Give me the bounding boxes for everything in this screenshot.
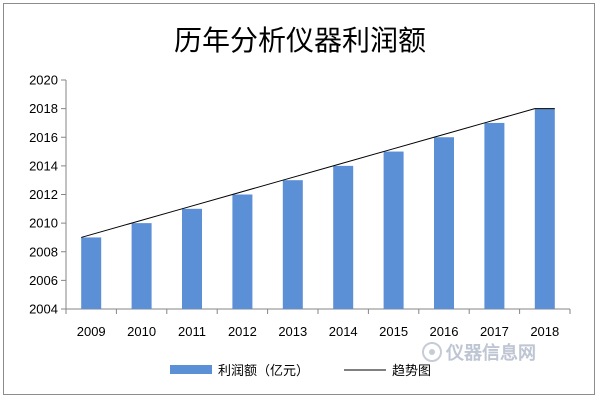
bar [434, 137, 454, 309]
instrument-logo-icon [422, 342, 442, 362]
bar [131, 223, 152, 309]
bar [333, 165, 354, 309]
x-tick-label: 2010 [127, 324, 156, 339]
bar [81, 237, 102, 309]
y-tick-label: 2012 [29, 187, 58, 202]
bar [534, 108, 555, 309]
bar [484, 122, 505, 309]
x-tick-label: 2014 [329, 324, 358, 339]
x-tick-label: 2015 [379, 324, 408, 339]
trendline [81, 108, 555, 238]
legend-bar-swatch [170, 365, 212, 374]
x-tick-label: 2016 [430, 324, 459, 339]
bar [383, 151, 404, 309]
legend-trend-label: 趋势图 [392, 363, 431, 379]
watermark: 仪器信息网 [422, 342, 536, 364]
x-tick-label: 2018 [530, 324, 559, 339]
x-tick-label: 2017 [480, 324, 509, 339]
bar [282, 180, 303, 309]
y-tick-label: 2008 [29, 244, 58, 259]
y-tick-label: 2020 [29, 73, 58, 88]
x-tick-label: 2013 [278, 324, 307, 339]
bar [232, 194, 253, 309]
x-tick-label: 2012 [228, 324, 257, 339]
legend-bar-label: 利润额（亿元） [218, 364, 309, 379]
bars [81, 108, 555, 309]
bar [182, 208, 202, 309]
x-tick-label: 2011 [178, 324, 206, 339]
x-tick-label: 2009 [77, 324, 106, 339]
chart-title: 历年分析仪器利润额 [174, 24, 426, 57]
trendline-group [81, 108, 555, 238]
legend: 利润额（亿元） 趋势图 [170, 363, 431, 379]
y-tick-label: 2014 [29, 158, 58, 173]
watermark-text: 仪器信息网 [445, 342, 536, 364]
y-tick-label: 2016 [29, 130, 58, 145]
y-tick-label: 2018 [29, 101, 58, 116]
y-tick-label: 2004 [29, 302, 58, 317]
y-tick-label: 2010 [29, 216, 58, 231]
y-tick-label: 2006 [29, 273, 58, 288]
